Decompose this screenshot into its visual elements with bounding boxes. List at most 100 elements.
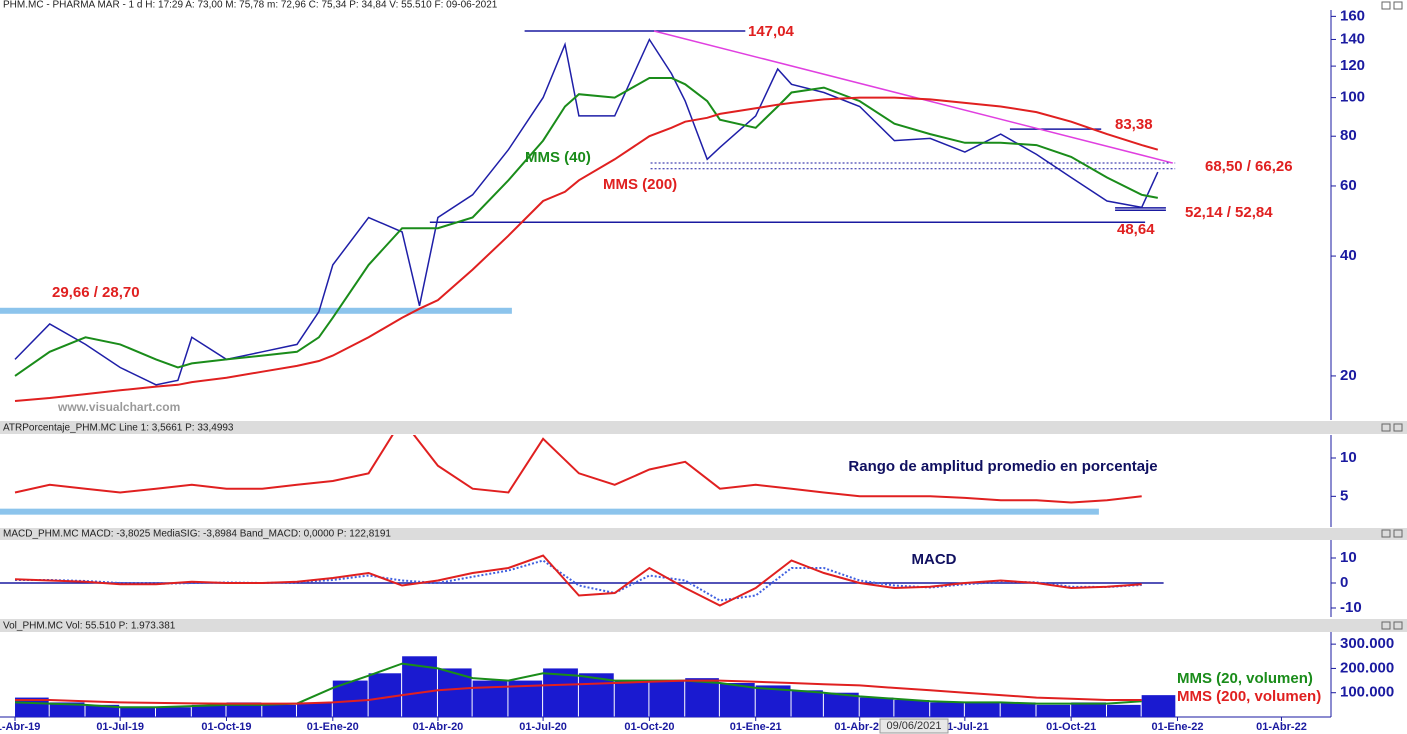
panel-header: PHM.MC - PHARMA MAR - 1 d H: 17:29 A: 73… <box>3 0 498 11</box>
volume-bar <box>930 702 964 717</box>
level-label: 29,66 / 28,70 <box>52 284 140 301</box>
volume-bar <box>614 680 649 717</box>
volume-bar <box>823 692 859 717</box>
level-label: 68,50 / 66,26 <box>1205 158 1293 175</box>
volume-bar <box>226 702 262 717</box>
y-tick-label: 0 <box>1340 574 1348 591</box>
level-band <box>0 508 1099 515</box>
volume-bar <box>262 704 296 717</box>
volume-bar <box>155 707 191 717</box>
x-tick-label: 01-Abr-21 <box>834 721 885 733</box>
button[interactable] <box>1381 621 1391 630</box>
y-tick-label: 60 <box>1340 177 1357 194</box>
window-buttons <box>1381 1 1403 630</box>
volume-bar <box>1071 702 1106 717</box>
volume-bar <box>894 700 930 717</box>
volume-bar <box>964 702 1000 717</box>
x-tick-label: 01-Abr-20 <box>413 721 464 733</box>
button[interactable] <box>1381 423 1391 432</box>
x-tick-label: 01-Jul-19 <box>96 721 144 733</box>
x-tick-label: 01-Oct-20 <box>624 721 674 733</box>
series-line <box>14 37 1159 386</box>
x-tick-label: 01-Jul-20 <box>519 721 567 733</box>
series-line <box>14 554 1142 607</box>
y-tick-label: 140 <box>1340 30 1365 47</box>
volume-bar <box>1036 704 1071 717</box>
volume-panel <box>14 656 1176 717</box>
series-label: MMS (200, volumen) <box>1177 688 1321 705</box>
price-panel <box>0 30 1176 402</box>
watermark: www.visualchart.com <box>57 400 180 414</box>
level-label: 147,04 <box>748 23 795 40</box>
level-label: 83,38 <box>1115 116 1153 133</box>
series-line <box>15 679 1142 705</box>
panel-bar <box>0 421 1407 434</box>
level-label: 48,64 <box>1117 221 1155 238</box>
x-tick-label: 01-Ene-20 <box>307 721 359 733</box>
series-label: MMS (40) <box>525 149 591 166</box>
volume-bar <box>1000 702 1036 717</box>
button[interactable] <box>1393 1 1403 10</box>
x-tick-label: 01-Abr-19 <box>0 721 40 733</box>
series-line <box>14 77 1158 377</box>
cursor-label: 09/06/2021 <box>886 720 941 732</box>
y-tick-label: 160 <box>1340 7 1365 24</box>
volume-bar <box>543 668 578 717</box>
volume-bar <box>649 680 685 717</box>
x-tick-label: 01-Oct-19 <box>201 721 251 733</box>
series-line <box>14 96 1159 402</box>
macd-panel <box>0 554 1164 607</box>
series-line <box>14 435 1142 504</box>
volume-bar <box>859 697 894 717</box>
level-label: 52,14 / 52,84 <box>1185 204 1273 221</box>
y-tick-label: 20 <box>1340 367 1357 384</box>
panel-header: ATRPorcentaje_PHM.MC Line 1: 3,5661 P: 3… <box>3 423 234 434</box>
volume-bar <box>1106 704 1141 717</box>
panel-header: MACD_PHM.MC MACD: -3,8025 MediaSIG: -3,8… <box>3 529 391 540</box>
y-tick-label: 100 <box>1340 89 1365 106</box>
trendline <box>653 30 1174 164</box>
volume-bar <box>85 704 120 717</box>
y-tick-label: 300.000 <box>1340 635 1394 652</box>
button[interactable] <box>1393 621 1403 630</box>
panel-title: Rango de amplitud promedio en porcentaje <box>848 458 1157 475</box>
button[interactable] <box>1393 423 1403 432</box>
button[interactable] <box>1381 1 1391 10</box>
y-tick-label: 10 <box>1340 449 1357 466</box>
series-line <box>14 662 1142 709</box>
volume-bar <box>296 702 332 717</box>
volume-bar <box>719 683 755 717</box>
panel-bar <box>0 528 1407 540</box>
y-tick-label: 80 <box>1340 127 1357 144</box>
volume-bar <box>1141 695 1176 717</box>
y-tick-label: 10 <box>1340 549 1357 566</box>
panel-header: Vol_PHM.MC Vol: 55.510 P: 1.973.381 <box>3 621 176 632</box>
series-label: MMS (200) <box>603 176 677 193</box>
y-tick-label: 40 <box>1340 247 1357 264</box>
x-tick-label: 01-Jul-21 <box>941 721 989 733</box>
x-tick-label: 01-Ene-22 <box>1151 721 1203 733</box>
y-tick-label: 120 <box>1340 57 1365 74</box>
level-band <box>0 307 512 314</box>
button[interactable] <box>1393 529 1403 538</box>
panel-title: MACD <box>912 551 957 568</box>
panel-bar <box>0 619 1407 632</box>
series-label: MMS (20, volumen) <box>1177 670 1313 687</box>
y-tick-label: 200.000 <box>1340 659 1394 676</box>
cursor-box <box>879 718 949 734</box>
x-tick-label: 01-Oct-21 <box>1046 721 1096 733</box>
volume-bar <box>120 707 155 717</box>
x-tick-label: 01-Ene-21 <box>730 721 782 733</box>
volume-bar <box>791 690 823 717</box>
y-tick-label: -10 <box>1340 599 1362 616</box>
y-tick-label: 5 <box>1340 487 1348 504</box>
atr-panel <box>0 435 1142 515</box>
button[interactable] <box>1381 529 1391 538</box>
volume-bar <box>191 704 226 717</box>
volume-bar <box>49 702 85 717</box>
x-tick-label: 01-Abr-22 <box>1256 721 1307 733</box>
y-tick-label: 100.000 <box>1340 684 1394 701</box>
volume-bar <box>685 678 719 717</box>
